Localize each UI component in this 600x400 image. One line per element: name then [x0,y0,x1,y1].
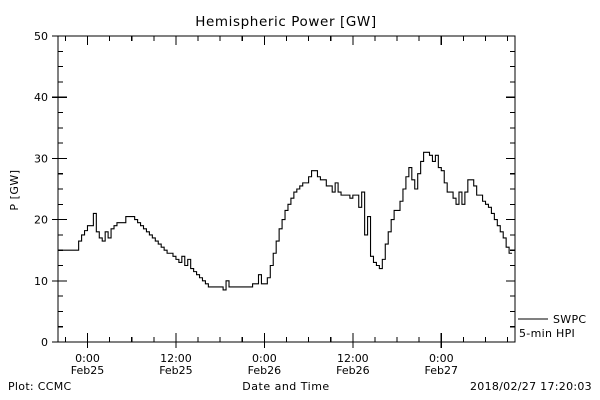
legend-label-hpi: 5-min HPI [519,327,575,340]
x-tick-time: 0:00 [252,352,277,365]
data-series-line [58,151,513,291]
plot-credit: Plot: CCMC [8,380,71,393]
x-axis-tick-labels: 0:00Feb2512:00Feb250:00Feb2612:00Feb260:… [71,352,458,377]
x-tick-time: 12:00 [337,352,369,365]
y-tick-label: 10 [34,275,48,288]
x-tick-date: Feb27 [425,364,458,377]
x-tick-date: Feb26 [336,364,369,377]
x-tick-date: Feb26 [248,364,281,377]
data-series-group [58,151,513,291]
y-axis-label: P [GW] [8,169,21,210]
x-tick-date: Feb25 [159,364,192,377]
y-tick-label: 0 [41,336,48,349]
y-tick-label: 20 [34,214,48,227]
y-tick-label: 50 [34,30,48,43]
y-tick-label: 40 [34,91,48,104]
x-axis-ticks [64,36,509,348]
y-tick-label: 30 [34,152,48,165]
chart-title: Hemispheric Power [GW] [195,14,377,30]
x-tick-time: 12:00 [160,352,192,365]
x-tick-time: 0:00 [429,352,454,365]
plot-frame [57,35,516,343]
y-axis-tick-labels: 0 10 20 30 40 50 [34,30,48,349]
x-tick-date: Feb25 [71,364,104,377]
y-axis-ticks [52,35,515,343]
x-axis-label: Date and Time [242,380,329,393]
x-tick-time: 0:00 [75,352,100,365]
legend-label-swpc: SWPC [553,313,586,326]
plot-timestamp: 2018/02/27 17:20:03 [470,380,592,393]
